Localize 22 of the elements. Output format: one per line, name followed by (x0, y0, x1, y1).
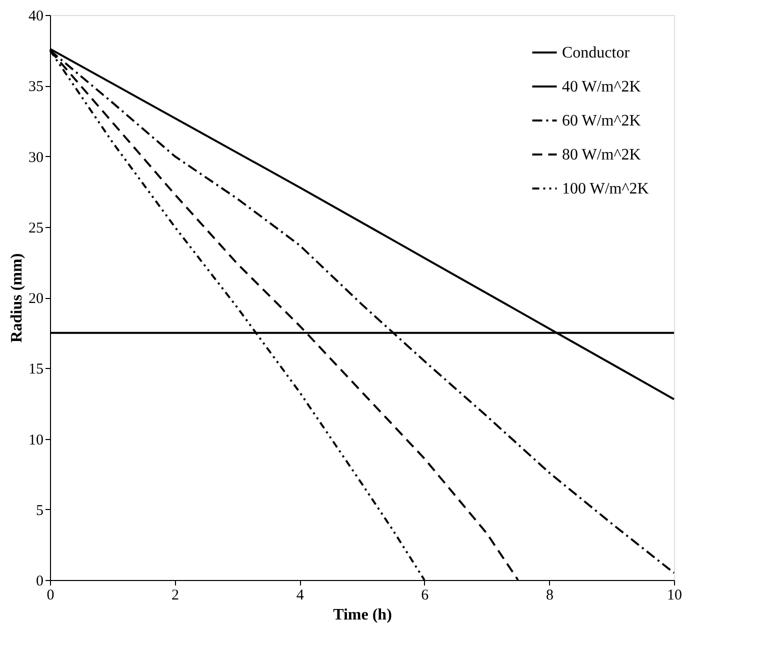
y-tick-label: 0 (36, 574, 44, 590)
y-tick-label: 35 (28, 79, 44, 96)
y-tick-label: 40 (28, 8, 44, 24)
y-tick-label: 20 (28, 291, 44, 307)
legend-label: 80 W/m^2K (562, 146, 642, 164)
x-tick-label: 10 (667, 588, 682, 604)
y-axis-title: Radius (mm) (8, 253, 26, 343)
y-tick-label: 5 (36, 502, 44, 519)
x-tick-label: 0 (46, 588, 54, 604)
y-tick-label: 15 (28, 362, 44, 378)
y-tick-label: 25 (28, 220, 44, 236)
legend-label: Conductor (562, 44, 630, 62)
legend-label: 100 W/m^2K (562, 180, 650, 198)
y-tick-label: 30 (28, 150, 44, 166)
legend-label: 40 W/m^2K (562, 78, 642, 96)
y-tick-label: 10 (28, 432, 44, 448)
legend-label: 60 W/m^2K (562, 112, 642, 130)
x-tick-label: 4 (296, 588, 304, 604)
x-axis-title: Time (h) (333, 606, 392, 624)
x-tick-label: 6 (421, 588, 430, 604)
x-tick-label: 8 (546, 588, 554, 604)
x-tick-label: 2 (172, 588, 180, 604)
